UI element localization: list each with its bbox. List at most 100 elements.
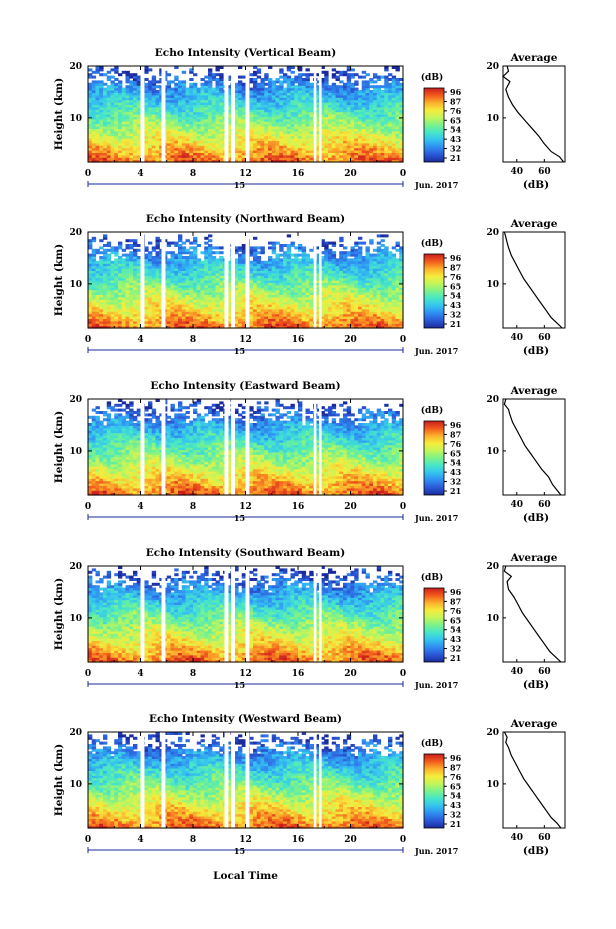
heatmap-cell: [286, 138, 292, 141]
heatmap-cell: [335, 92, 340, 96]
heatmap-cell: [256, 320, 262, 324]
heatmap-cell: [181, 325, 187, 329]
heatmap-cell: [208, 299, 213, 303]
heatmap-cell: [91, 268, 97, 271]
heatmap-cell: [376, 123, 382, 127]
heatmap-cell: [155, 142, 160, 146]
heatmap-cell: [286, 87, 292, 91]
heatmap-cell: [193, 318, 198, 322]
heatmap-cell: [118, 289, 123, 293]
heatmap-cell: [174, 121, 179, 125]
heatmap-cell: [99, 68, 104, 72]
heatmap-cell: [286, 128, 292, 132]
heatmap-cell: [208, 133, 213, 137]
heatmap-cell: [365, 118, 370, 122]
heatmap-cell: [200, 154, 205, 158]
heatmap-cell: [294, 284, 299, 288]
heatmap-cell: [305, 109, 310, 113]
heatmap-cell: [185, 159, 190, 163]
heatmap-cell: [339, 121, 344, 125]
heatmap-cell: [174, 78, 179, 81]
heatmap-cell: [144, 102, 149, 105]
heatmap-cell: [114, 251, 119, 255]
heatmap-cell: [335, 94, 340, 98]
heatmap-cell: [144, 275, 149, 279]
heatmap-cell: [271, 260, 277, 264]
heatmap-cell: [354, 126, 359, 129]
heatmap-cell: [283, 292, 288, 295]
heatmap-cell: [200, 97, 205, 101]
heatmap-cell: [365, 152, 370, 156]
heatmap-cell: [219, 316, 224, 319]
heatmap-cell: [155, 106, 160, 110]
heatmap-cell: [331, 147, 337, 151]
heatmap-cell: [369, 80, 374, 84]
heatmap-cell: [106, 284, 112, 288]
heatmap-cell: [305, 116, 310, 120]
heatmap-cell: [95, 94, 100, 98]
heatmap-cell: [106, 128, 112, 132]
heatmap-cell: [148, 159, 153, 163]
heatmap-cell: [290, 142, 295, 146]
heatmap-cell: [181, 85, 187, 89]
heatmap-cell: [234, 142, 239, 146]
heatmap-cell: [271, 97, 277, 101]
heatmap-cell: [328, 123, 333, 127]
heatmap-cell: [275, 126, 280, 129]
heatmap-cell: [391, 135, 397, 139]
heatmap-cell: [125, 263, 130, 267]
heatmap-cell: [343, 99, 348, 103]
heatmap-cell: [170, 263, 175, 267]
heatmap-cell: [174, 154, 179, 158]
heatmap-cell: [159, 145, 164, 149]
heatmap-cell: [103, 292, 108, 295]
heatmap-cell: [200, 318, 205, 322]
heatmap-cell: [88, 287, 93, 291]
heatmap-cell: [114, 270, 119, 274]
heatmap-cell: [283, 133, 288, 137]
heatmap-cell: [189, 97, 194, 101]
heatmap-cell: [260, 152, 265, 156]
heatmap-cell: [264, 280, 269, 283]
heatmap-cell: [388, 97, 393, 101]
heatmap-cell: [226, 287, 232, 291]
heatmap-cell: [283, 284, 288, 288]
heatmap-cell: [339, 80, 344, 84]
heatmap-cell: [286, 320, 292, 324]
heatmap-cell: [298, 260, 303, 264]
heatmap-cell: [159, 299, 164, 303]
heatmap-cell: [384, 118, 389, 122]
heatmap-cell: [294, 323, 299, 327]
heatmap-cell: [380, 121, 385, 125]
heatmap-cell: [275, 241, 280, 245]
heatmap-cell: [178, 287, 183, 291]
heatmap-cell: [144, 248, 149, 252]
heatmap-cell: [208, 68, 213, 72]
heatmap-cell: [95, 97, 100, 101]
heatmap-cell: [155, 114, 160, 117]
heatmap-cell: [238, 142, 243, 146]
heatmap-cell: [361, 128, 367, 132]
heatmap-cell: [215, 135, 220, 139]
heatmap-cell: [181, 106, 187, 110]
heatmap-cell: [208, 323, 213, 327]
heatmap-cell: [106, 272, 112, 276]
heatmap-cell: [320, 142, 325, 146]
heatmap-cell: [121, 270, 127, 274]
heatmap-cell: [99, 82, 104, 86]
heatmap-cell: [121, 114, 127, 117]
data-gap: [161, 66, 166, 162]
heatmap-cell: [335, 97, 340, 101]
heatmap-cell: [200, 260, 205, 264]
heatmap-cell: [260, 114, 265, 117]
heatmap-cell: [110, 246, 115, 250]
heatmap-cell: [193, 157, 198, 161]
heatmap-cell: [241, 299, 247, 303]
heatmap-cell: [260, 289, 265, 293]
heatmap-cell: [196, 147, 202, 151]
heatmap-cell: [354, 147, 359, 151]
heatmap-cell: [189, 130, 194, 134]
heatmap-cell: [133, 287, 138, 291]
heatmap-cell: [373, 147, 378, 151]
heatmap-cell: [211, 301, 217, 305]
